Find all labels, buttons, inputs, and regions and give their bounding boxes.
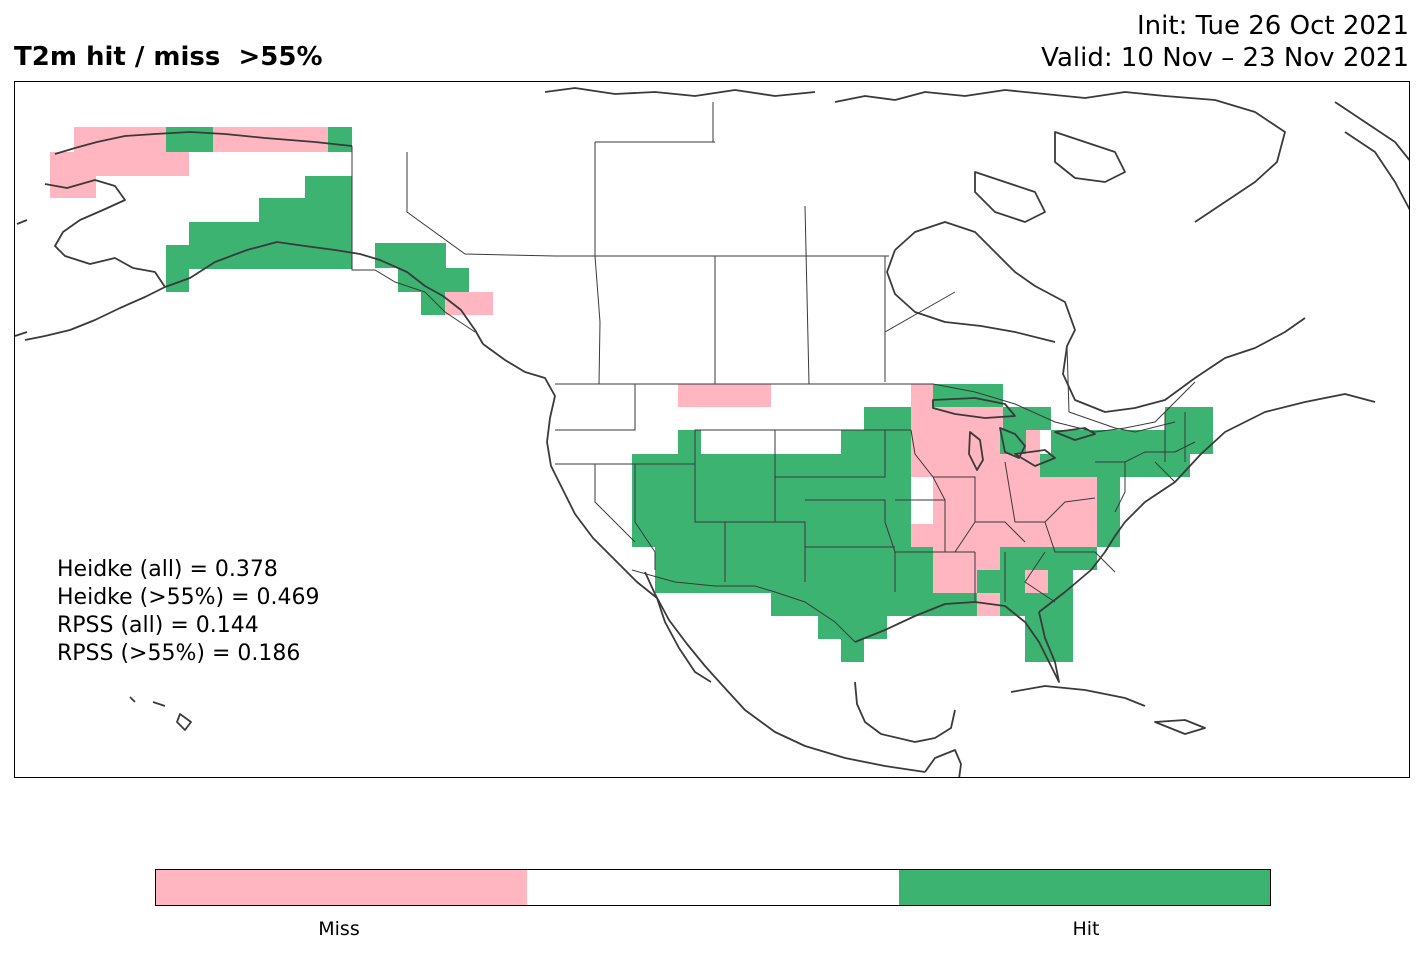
- colorbar-neutral: [527, 870, 899, 905]
- skill-scores: Heidke (all) = 0.378 Heidke (>55%) = 0.4…: [57, 556, 320, 668]
- map-title: T2m hit / miss >55%: [14, 42, 323, 72]
- colorbar-miss: [156, 870, 528, 905]
- map-canvas: [15, 87, 1409, 777]
- coastlines: [15, 87, 1409, 777]
- hit-cells: [166, 127, 469, 315]
- heidke-55: Heidke (>55%) = 0.469: [57, 585, 320, 610]
- rpss-all: RPSS (all) = 0.144: [57, 613, 259, 638]
- miss-cells: [50, 127, 493, 315]
- hit-cells-mi: [1000, 407, 1051, 454]
- valid-period: Valid: 10 Nov – 23 Nov 2021: [1041, 43, 1409, 73]
- colorbar-hit: [898, 870, 1270, 905]
- map-panel: [14, 81, 1410, 778]
- heidke-all: Heidke (all) = 0.378: [57, 557, 278, 582]
- colorbar-hit-label: Hit: [1072, 918, 1100, 940]
- init-date: Init: Tue 26 Oct 2021: [1137, 11, 1409, 41]
- rpss-55: RPSS (>55%) = 0.186: [57, 641, 301, 666]
- colorbar-miss-label: Miss: [318, 918, 360, 940]
- borders: [351, 102, 1196, 643]
- date-info: Init: Tue 26 Oct 2021 Valid: 10 Nov – 23…: [1041, 10, 1409, 74]
- colorbar: [155, 869, 1271, 906]
- miss-cells-conus: [678, 384, 1097, 616]
